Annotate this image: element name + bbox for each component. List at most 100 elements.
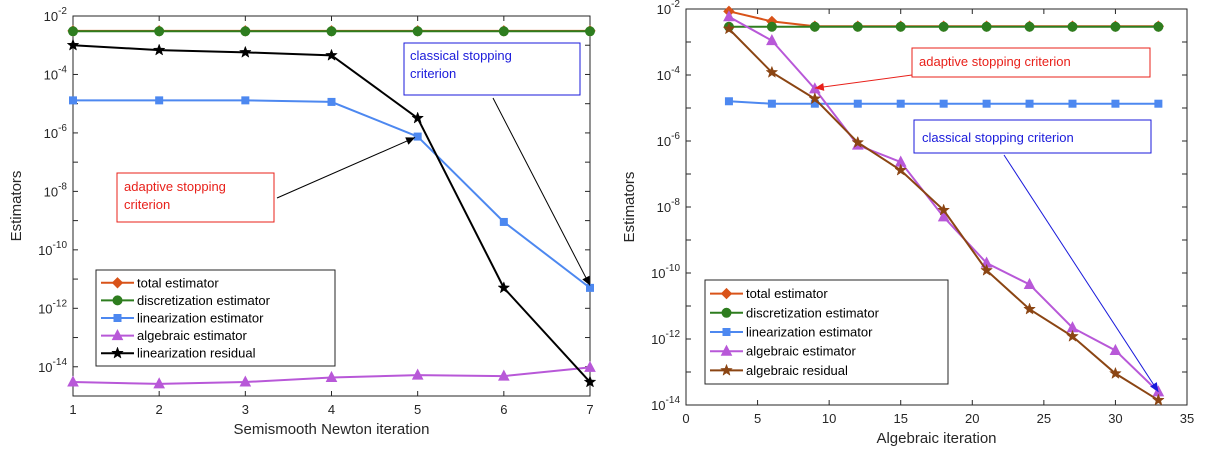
data-point [980,263,993,276]
x-tick-label: 2 [156,402,163,417]
data-point [498,26,509,37]
legend-entry: total estimator [101,275,219,290]
legend-label: algebraic estimator [746,344,856,359]
legend-entry: linearization residual [101,346,256,361]
annotation-arrow [1003,154,1159,393]
data-point [766,21,777,32]
data-point [1025,99,1034,108]
y-tick-label: 10-8 [657,197,681,215]
annotation: classical stopping criterion [403,42,591,286]
annotation-text: criterion [410,66,456,81]
data-point [982,99,991,108]
x-tick-label: 3 [242,402,249,417]
legend-label: discretization estimator [746,305,880,320]
y-tick-label: 10-14 [38,357,67,375]
data-point [1066,329,1079,342]
data-point [155,96,164,105]
annotation-box [116,172,275,223]
series-linearization-residual [66,38,597,388]
data-point [1153,21,1164,32]
x-tick-label: 1 [69,402,76,417]
data-point [66,38,80,51]
data-point [584,360,596,372]
legend-marker [721,307,732,318]
y-tick-label: 10-12 [38,298,67,316]
data-point [894,163,908,176]
data-point [239,375,252,387]
arrow-head [1150,382,1159,392]
legend-entry: algebraic estimator [710,344,856,359]
legend-label: linearization estimator [746,325,873,340]
series-linearization-estimator [724,97,1163,108]
y-axis-label: Estimators [8,171,25,242]
legend-box [95,269,336,367]
annotation-arrow [814,74,913,89]
data-point [240,26,251,37]
data-point [241,96,250,105]
annotation: adaptive stopping criterion [814,47,1151,91]
annotation-box [913,119,1152,154]
x-tick-label: 4 [328,402,335,417]
data-point [153,377,165,389]
data-point [499,217,508,226]
y-tick-label: 10-2 [44,6,68,24]
data-point [766,34,778,46]
annotation-text: adaptive stopping criterion [919,54,1071,69]
y-tick-label: 10-4 [657,65,681,83]
chart-1: 1 2 3 4 5 6 7 10-14 10-12 10-10 10-8 10-6 10-4 10-2 Se… [8,6,597,438]
data-point [412,26,423,37]
data-point [939,99,948,108]
y-tick-label: 10-8 [44,181,68,199]
annotation-text: criterion [124,197,170,212]
legend-marker [720,344,733,356]
data-point [586,283,594,292]
data-point [238,45,252,58]
legend-marker [720,287,733,300]
y-tick-label: 10-10 [651,263,680,281]
annotation: classical stopping criterion [913,119,1159,393]
data-point [327,97,336,106]
data-point [497,281,511,294]
y-axis-label: Estimators [621,172,638,243]
legend: total estimator discretization estimator l… [95,269,336,367]
legend-marker [112,295,123,306]
y-tick-label: 10-2 [657,0,681,17]
x-tick-label: 20 [965,411,979,426]
data-point [152,43,166,56]
legend-label: linearization residual [137,346,256,361]
legend-entry: linearization estimator [101,311,264,326]
x-tick-label: 5 [754,411,761,426]
y-tick-label: 10-6 [657,131,681,149]
legend-marker [111,277,124,289]
data-point [1111,99,1120,108]
data-point [981,21,992,32]
data-point [583,375,597,388]
series-linearization-estimator [69,96,594,292]
data-point [808,92,822,105]
arrow-head [582,275,590,286]
data-point [411,111,425,124]
data-point [722,22,736,35]
data-point [1110,21,1121,32]
data-point [585,26,595,37]
data-point [851,135,865,148]
legend-marker [722,328,731,336]
legend-marker [720,363,733,376]
chart-2: 0 5 10 15 20 25 30 35 10-14 10-12 10-10 10-8 10-6 10-… [621,0,1194,447]
data-point [852,21,863,32]
legend-marker [111,346,124,359]
data-point [937,203,951,216]
data-point [723,10,735,22]
data-point [937,210,950,222]
legend-entry: algebraic residual [710,363,848,378]
y-tick-label: 10-4 [44,64,68,82]
annotation-text: classical stopping criterion [922,130,1074,145]
data-point [1024,21,1035,32]
data-point [68,26,78,37]
data-point [498,369,510,381]
annotation-text: classical stopping [410,48,512,63]
x-tick-label: 0 [682,411,689,426]
x-tick-label: 15 [893,411,907,426]
legend-label: algebraic residual [746,363,848,378]
